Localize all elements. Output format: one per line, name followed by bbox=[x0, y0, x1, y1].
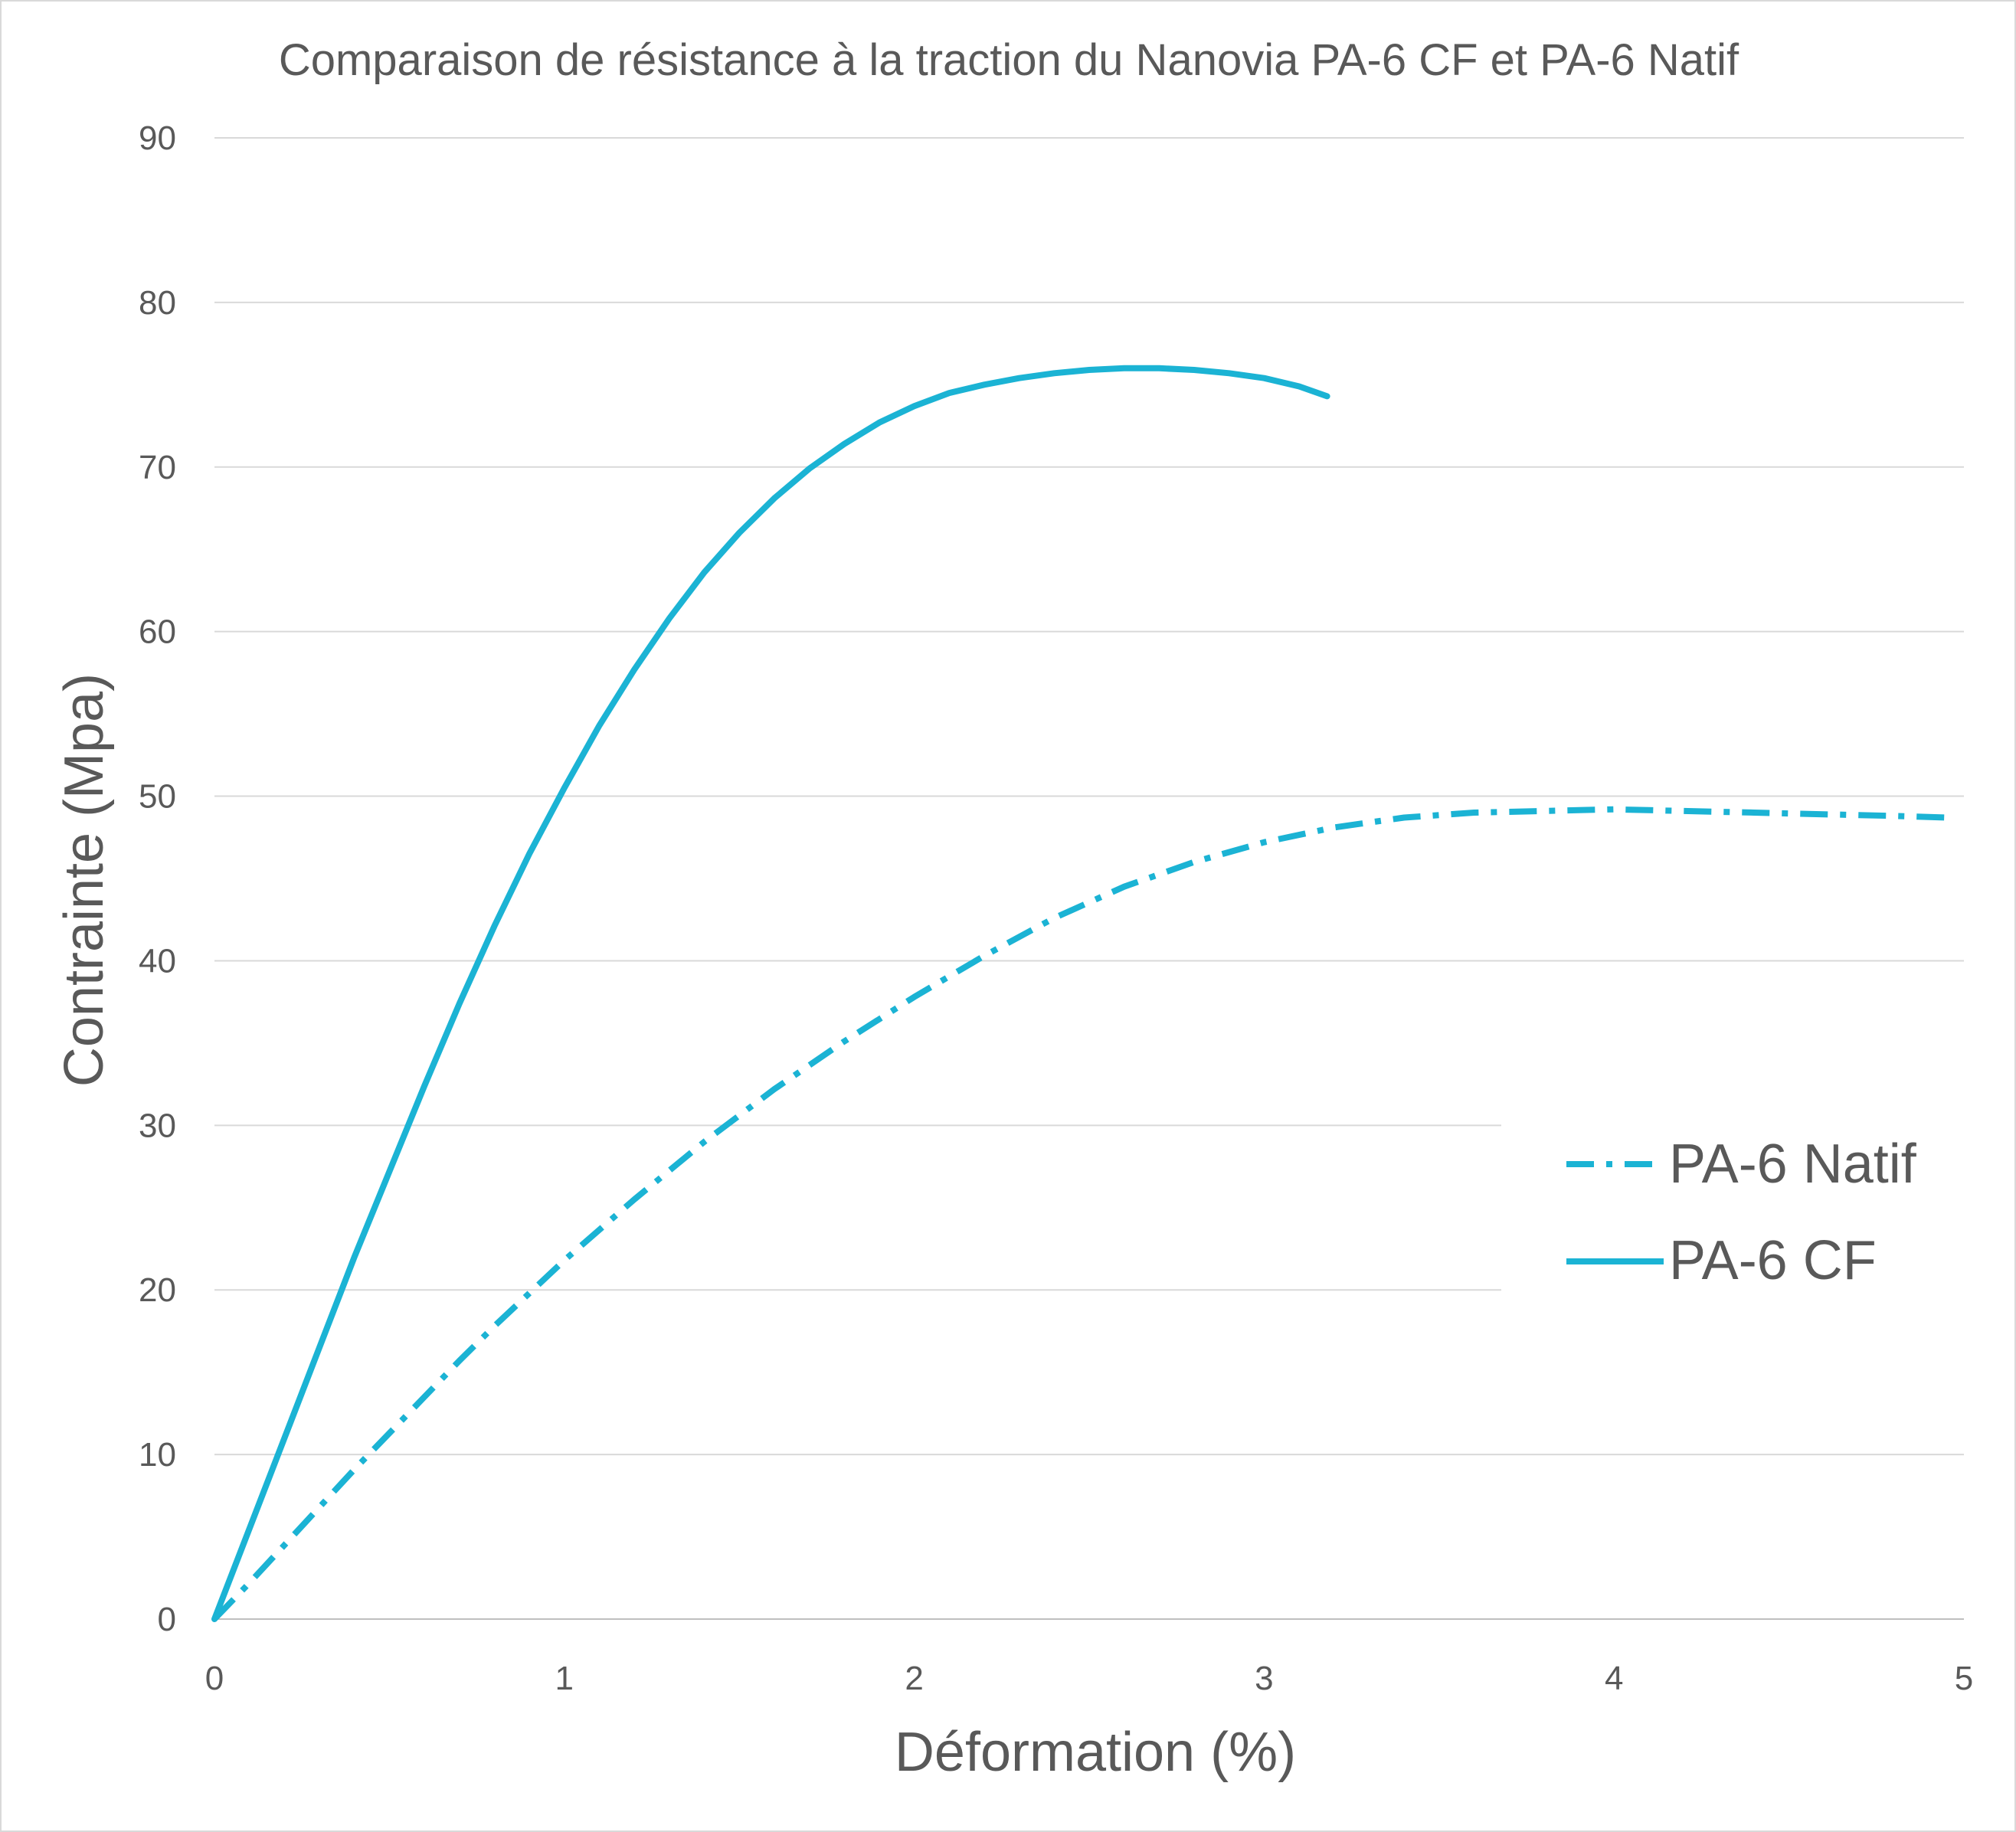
series-line-pa6-natif bbox=[212, 806, 1947, 1621]
x-tick-label: 1 bbox=[555, 1660, 574, 1697]
legend: PA-6 Natif PA-6 CF bbox=[1501, 1112, 2007, 1334]
y-axis-label: Contrainte (Mpa) bbox=[54, 673, 115, 1087]
series-line-pa6-cf bbox=[211, 365, 1330, 1622]
y-tick-label: 40 bbox=[139, 942, 176, 980]
y-tick-label: 50 bbox=[139, 778, 176, 816]
series-layer bbox=[211, 365, 1947, 1622]
y-tick-label: 0 bbox=[158, 1601, 176, 1638]
x-tick-label: 2 bbox=[905, 1660, 923, 1697]
legend-label-natif: PA-6 Natif bbox=[1669, 1134, 1917, 1195]
y-tick-label: 10 bbox=[139, 1436, 176, 1474]
y-tick-label: 80 bbox=[139, 284, 176, 322]
y-tick-label: 60 bbox=[139, 613, 176, 651]
x-tick-label: 4 bbox=[1605, 1660, 1623, 1697]
x-axis-ticks: 0 1 2 3 4 5 bbox=[205, 1660, 1973, 1697]
x-axis-label: Déformation (%) bbox=[895, 1722, 1296, 1783]
y-axis-ticks: 0 10 20 30 40 50 60 70 80 90 bbox=[139, 119, 176, 1638]
y-tick-label: 20 bbox=[139, 1271, 176, 1309]
y-tick-label: 90 bbox=[139, 119, 176, 157]
chart-title: Comparaison de résistance à la traction … bbox=[279, 35, 1739, 85]
x-tick-label: 0 bbox=[205, 1660, 224, 1697]
y-tick-label: 70 bbox=[139, 449, 176, 486]
legend-label-cf: PA-6 CF bbox=[1669, 1230, 1877, 1291]
x-tick-label: 5 bbox=[1955, 1660, 1973, 1697]
y-tick-label: 30 bbox=[139, 1107, 176, 1144]
gridlines bbox=[214, 137, 1964, 1456]
x-tick-label: 3 bbox=[1255, 1660, 1273, 1697]
legend-background bbox=[1501, 1112, 2007, 1334]
